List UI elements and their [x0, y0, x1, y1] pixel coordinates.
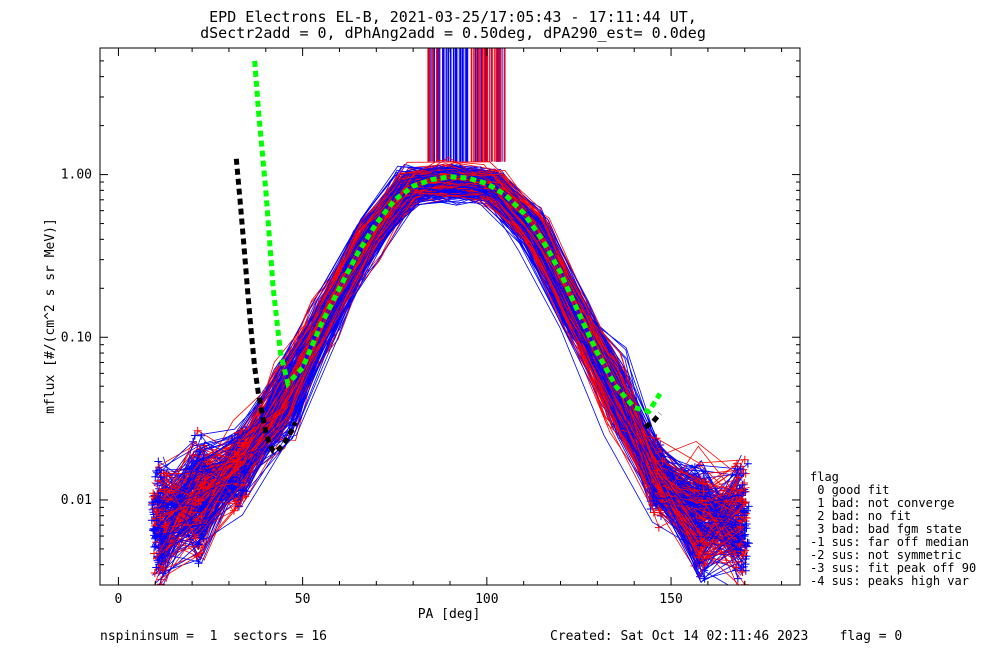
legend-item: 2 bad: no fit [810, 509, 911, 523]
legend-item: 0 good fit [810, 483, 889, 497]
y-tick-label: 0.01 [61, 493, 92, 508]
pitch-angle-chart: EPD Electrons EL-B, 2021-03-25/17:05:43 … [0, 0, 1000, 650]
y-tick-label: 0.10 [61, 330, 92, 345]
x-axis-label: PA [deg] [418, 607, 481, 622]
x-tick-label: 150 [659, 592, 682, 607]
chart-title-line2: dSectr2add = 0, dPhAng2add = 0.50deg, dP… [200, 24, 706, 42]
footer-left: nspininsum = 1 sectors = 16 [100, 629, 327, 644]
x-tick-label: 0 [115, 592, 123, 607]
y-axis-label: mflux [#/(cm^2 s sr MeV)] [43, 218, 58, 414]
legend-item: 1 bad: not converge [810, 496, 955, 510]
legend-item: -1 sus: far off median [810, 535, 969, 549]
legend-item: -4 sus: peaks high var [810, 574, 969, 588]
legend-item: 3 bad: bad fgm state [810, 522, 962, 536]
y-tick-label: 1.00 [61, 168, 92, 183]
legend-item: -3 sus: fit peak off 90 [810, 561, 976, 575]
x-tick-label: 100 [475, 592, 498, 607]
legend-title: flag [810, 470, 839, 484]
legend-item: -2 sus: not symmetric [810, 548, 962, 562]
x-tick-label: 50 [295, 592, 311, 607]
footer-right: Created: Sat Oct 14 02:11:46 2023 flag =… [550, 629, 902, 644]
